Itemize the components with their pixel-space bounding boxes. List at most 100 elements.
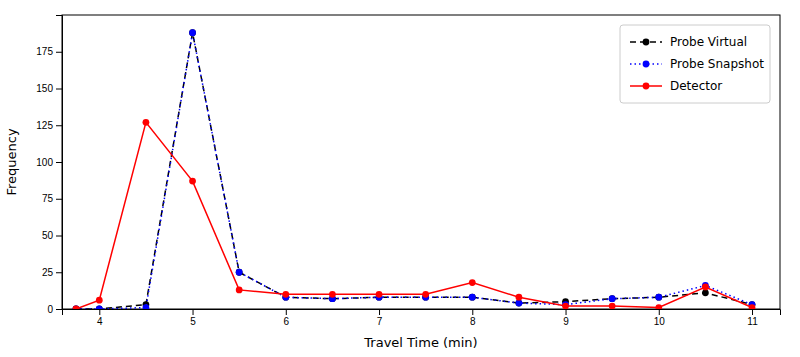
x-tick: 11: [747, 309, 758, 327]
series-point: [609, 303, 616, 309]
series-point: [236, 269, 243, 276]
y-tick: 125: [36, 120, 62, 131]
series-point: [516, 300, 523, 307]
series-point: [422, 291, 429, 298]
x-tick-label: 4: [97, 316, 103, 327]
legend: Probe Virtual Probe Snapshot Detector: [620, 25, 770, 103]
y-tick-label: 50: [42, 230, 54, 241]
x-tick: 4: [97, 309, 103, 327]
x-tick: 10: [654, 309, 666, 327]
series-point: [73, 306, 80, 309]
series-point: [702, 284, 709, 291]
y-tick-mark: [56, 162, 62, 163]
y-axis: 0 25 50 75 100 125 150 175: [36, 16, 62, 315]
y-tick-label: 175: [36, 46, 53, 57]
y-tick-mark: [56, 125, 62, 126]
series-point: [469, 294, 476, 301]
x-tick-label: 5: [190, 316, 196, 327]
series-point: [329, 291, 336, 298]
x-tick-label: 6: [284, 316, 290, 327]
series-point: [189, 178, 196, 185]
x-tick-label: 10: [654, 316, 666, 327]
y-tick-mark: [56, 199, 62, 200]
x-tick-mark: [379, 309, 380, 315]
y-tick-label: 25: [42, 267, 54, 278]
y-tick: 150: [36, 83, 62, 94]
x-axis-title: Travel Time (min): [363, 335, 477, 350]
series-point: [609, 295, 616, 302]
series: [73, 119, 756, 309]
y-tick-label: 100: [36, 157, 53, 168]
x-tick: 8: [470, 309, 476, 327]
legend-item: Probe Snapshot: [630, 57, 764, 71]
series-point: [143, 119, 150, 126]
x-tick: 6: [284, 309, 290, 327]
y-tick-label: 0: [47, 304, 53, 315]
series-point: [469, 294, 476, 301]
y-tick-mark: [56, 236, 62, 237]
series-point: [282, 291, 289, 298]
plot-frame: [62, 15, 780, 309]
x-tick-label: 9: [563, 316, 569, 327]
x-axis-line: [63, 310, 781, 316]
legend-marker: [643, 39, 650, 46]
series-point: [96, 306, 103, 309]
x-tick-mark: [752, 309, 753, 315]
chart: 4 5 6 7 8 9 10 11 0 25 50 75 100 125 150 175 Probe Virtu…: [0, 0, 800, 357]
y-tick: 0: [47, 304, 62, 315]
legend-item: Probe Virtual: [630, 35, 747, 49]
series-point: [143, 304, 150, 309]
x-tick-mark: [472, 309, 473, 315]
series-point: [469, 279, 476, 286]
series-point: [73, 306, 80, 309]
series-point: [609, 295, 616, 302]
series-point: [189, 29, 196, 36]
series-point: [189, 29, 196, 36]
series-point: [516, 294, 523, 301]
x-tick: 9: [563, 309, 569, 327]
series-point: [655, 304, 662, 309]
series-point: [655, 294, 662, 301]
y-tick-mark: [56, 272, 62, 273]
x-tick-mark: [566, 309, 567, 315]
legend-label: Probe Snapshot: [670, 57, 764, 71]
series-point: [236, 287, 243, 294]
y-tick: 25: [42, 267, 62, 278]
legend-box: [620, 25, 770, 103]
series-point: [562, 303, 569, 309]
y-tick-mark: [56, 89, 62, 90]
y-tick: 175: [36, 46, 62, 57]
legend-marker: [643, 61, 650, 68]
x-tick: 5: [190, 309, 196, 327]
series-point: [376, 291, 383, 298]
x-tick: 7: [377, 309, 383, 327]
series-point: [702, 289, 709, 296]
series-point: [749, 304, 756, 309]
series-point: [96, 306, 103, 309]
legend-item: Detector: [630, 79, 722, 93]
y-tick-label: 125: [36, 120, 53, 131]
x-tick-label: 7: [377, 316, 383, 327]
series-point: [96, 297, 103, 304]
y-axis-title: Frequency: [4, 128, 19, 195]
series-point: [516, 300, 523, 307]
y-tick: 50: [42, 230, 62, 241]
x-axis: 4 5 6 7 8 9 10 11: [63, 309, 781, 327]
legend-marker: [643, 83, 650, 90]
legend-label: Detector: [670, 79, 722, 93]
x-tick-label: 8: [470, 316, 476, 327]
legend-label: Probe Virtual: [670, 35, 747, 49]
y-tick: 75: [42, 193, 62, 204]
y-tick-label: 75: [42, 193, 54, 204]
x-tick-mark: [193, 309, 194, 315]
plot: 4 5 6 7 8 9 10 11 0 25 50 75 100 125 150 175 Probe Virtu…: [36, 15, 780, 327]
y-tick-label: 150: [36, 83, 53, 94]
x-tick-mark: [286, 309, 287, 315]
x-tick-label: 11: [747, 316, 758, 327]
x-tick-mark: [659, 309, 660, 315]
y-tick-mark: [56, 52, 62, 53]
series-line: [76, 122, 752, 309]
y-tick: 100: [36, 157, 62, 168]
series-point: [655, 294, 662, 301]
y-tick-mark: [56, 309, 62, 310]
